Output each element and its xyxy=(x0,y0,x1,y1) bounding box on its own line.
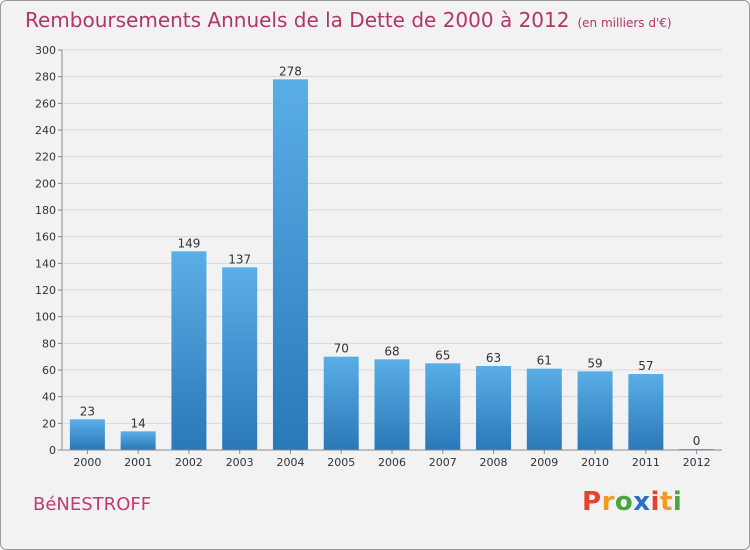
value-label-2003: 137 xyxy=(228,252,251,266)
bar-2003 xyxy=(222,267,258,450)
logo-letter: i xyxy=(650,487,660,517)
y-axis-ticks: 0 20 40 60 80 100 120 140 160 180 200 220 240 260 280 3… xyxy=(35,44,62,457)
value-label-2012: 0 xyxy=(693,434,701,448)
town-name: BéNESTROFF xyxy=(33,494,152,515)
chart-title-text: Remboursements Annuels de la Dette de 20… xyxy=(25,8,570,32)
value-label-2010: 59 xyxy=(587,356,602,370)
value-label-2002: 149 xyxy=(177,236,200,250)
x-tick-label-2010: 2010 xyxy=(581,456,609,469)
x-tick-label-2007: 2007 xyxy=(429,456,457,469)
logo-letter: i xyxy=(672,487,683,517)
logo-letter: P xyxy=(582,487,602,517)
y-tick-label: 260 xyxy=(35,97,56,110)
x-tick-label-2004: 2004 xyxy=(276,456,304,469)
bar-2002 xyxy=(171,251,207,450)
logo-letter: o xyxy=(614,487,634,517)
x-tick-label-2009: 2009 xyxy=(530,456,558,469)
x-tick-label-2001: 2001 xyxy=(124,456,152,469)
x-tick-label-2002: 2002 xyxy=(175,456,203,469)
logo-letter: r xyxy=(601,487,615,517)
value-label-2004: 278 xyxy=(279,64,302,78)
y-tick-label: 0 xyxy=(49,444,56,457)
value-label-2008: 63 xyxy=(486,351,501,365)
bar-2001 xyxy=(120,431,156,450)
proxiti-logo: Proxiti xyxy=(582,487,682,517)
y-tick-label: 100 xyxy=(35,311,56,324)
bar-2007 xyxy=(425,363,461,450)
x-tick-label-2008: 2008 xyxy=(480,456,508,469)
y-tick-label: 20 xyxy=(42,417,56,430)
bar-2008 xyxy=(476,366,512,450)
y-tick-label: 280 xyxy=(35,71,56,84)
y-tick-label: 120 xyxy=(35,284,56,297)
x-tick-label-2005: 2005 xyxy=(327,456,355,469)
y-tick-label: 220 xyxy=(35,151,56,164)
chart-unit: (en milliers d'€) xyxy=(577,16,672,30)
value-label-2007: 65 xyxy=(435,348,450,362)
value-label-2011: 57 xyxy=(638,359,653,373)
x-tick-label-2011: 2011 xyxy=(632,456,660,469)
x-tick-label-2006: 2006 xyxy=(378,456,406,469)
value-label-2000: 23 xyxy=(80,404,95,418)
bar-2011 xyxy=(628,374,664,450)
value-label-2006: 68 xyxy=(384,344,399,358)
bar-2004 xyxy=(272,79,308,450)
bar-2005 xyxy=(323,356,359,450)
chart-title: Remboursements Annuels de la Dette de 20… xyxy=(25,8,672,32)
y-tick-label: 160 xyxy=(35,231,56,244)
y-tick-label: 180 xyxy=(35,204,56,217)
bars xyxy=(69,79,715,450)
y-tick-label: 240 xyxy=(35,124,56,137)
y-tick-label: 80 xyxy=(42,337,56,350)
x-axis-ticks: 2000 2001 2002 2003 2004 2005 2006 2007 2008 2009… xyxy=(73,450,711,469)
bar-2006 xyxy=(374,359,410,450)
y-tick-label: 60 xyxy=(42,364,56,377)
x-tick-label-2003: 2003 xyxy=(226,456,254,469)
bar-2009 xyxy=(526,368,562,450)
y-tick-label: 40 xyxy=(42,391,56,404)
y-tick-label: 140 xyxy=(35,257,56,270)
x-tick-label-2012: 2012 xyxy=(683,456,711,469)
x-tick-label-2000: 2000 xyxy=(73,456,101,469)
y-tick-label: 200 xyxy=(35,177,56,190)
bar-2010 xyxy=(577,371,613,450)
logo-letter: x xyxy=(633,487,651,517)
value-label-2001: 14 xyxy=(131,416,146,430)
logo-letter: t xyxy=(659,487,673,517)
value-labels: 23 14 149 137 278 70 68 65 63 61 59 57 0 xyxy=(80,64,701,448)
value-label-2009: 61 xyxy=(537,354,552,368)
bar-2000 xyxy=(69,419,105,450)
value-label-2005: 70 xyxy=(334,342,349,356)
y-tick-label: 300 xyxy=(35,44,56,57)
